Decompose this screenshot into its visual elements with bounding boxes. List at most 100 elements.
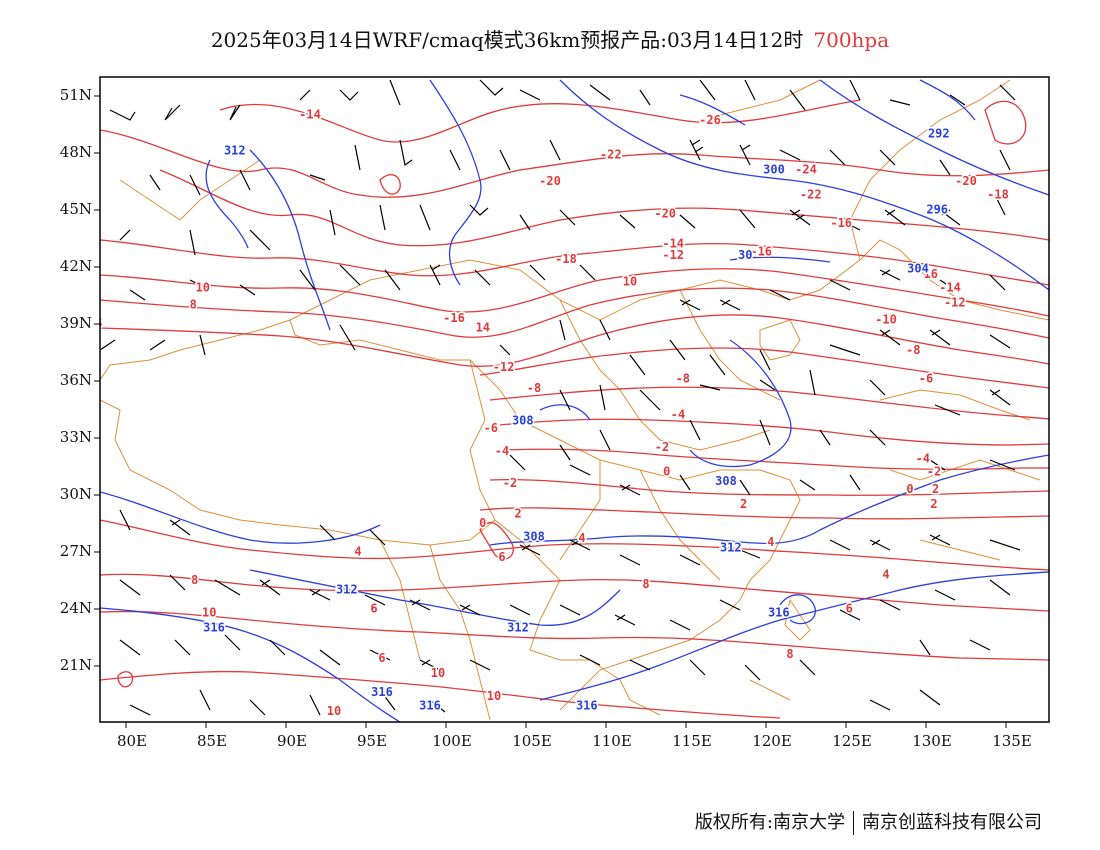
- lon-tick-label: 125E: [832, 732, 872, 750]
- temperature-contour-label: -14: [939, 280, 961, 294]
- temperature-contour-label: 6: [846, 602, 853, 616]
- temperature-contour-label: -18: [555, 252, 577, 266]
- geopotential-contour-label: 316: [371, 685, 393, 699]
- geopotential-contour-label: 304: [907, 261, 929, 275]
- temperature-contour-label: 10: [196, 280, 210, 294]
- temperature-contour-label: 6: [370, 602, 377, 616]
- geopotential-contour-label: 308: [512, 413, 534, 427]
- temperature-contour-label: -12: [493, 360, 515, 374]
- temperature-contour-label: -24: [795, 163, 817, 177]
- axis-tick-labels: 80E 85E 90E 95E 100E 105E 110E 115E 120E 125E 130E…: [60, 86, 1032, 750]
- temperature-contour-label: -12: [944, 296, 966, 310]
- temperature-contour-label: 8: [191, 573, 198, 587]
- lon-tick-label: 120E: [752, 732, 792, 750]
- temperature-contour-label: 2: [740, 497, 747, 511]
- geopotential-contour-label: 308: [715, 474, 737, 488]
- geopotential-contour-label: 316: [203, 621, 225, 635]
- geopotential-label-layer: 312 292 300 296 30 304 308 308 308 312 312 316 312 31…: [202, 125, 951, 714]
- temperature-contour-label: -16: [443, 311, 465, 325]
- temperature-contour-label: -8: [527, 381, 541, 395]
- lon-tick-label: 85E: [197, 732, 227, 750]
- lon-tick-label: 80E: [117, 732, 147, 750]
- temperature-contour-label: -22: [600, 147, 622, 161]
- temperature-contour-label: 4: [354, 545, 361, 559]
- lon-tick-label: 105E: [512, 732, 552, 750]
- temperature-contour-label: -4: [495, 444, 509, 458]
- lat-tick-label: 24N: [60, 599, 92, 617]
- temperature-contour-label: -2: [927, 465, 941, 479]
- temperature-contour-label: 8: [190, 298, 197, 312]
- lon-tick-label: 100E: [432, 732, 472, 750]
- temperature-contour-label: -20: [539, 174, 561, 188]
- lon-tick-label: 115E: [672, 732, 712, 750]
- temperature-contour-label: 2: [932, 482, 939, 496]
- lat-tick-label: 42N: [60, 257, 92, 275]
- temperature-contour-label: -12: [662, 248, 684, 262]
- temperature-contour-label: 2: [930, 497, 937, 511]
- lat-tick-label: 51N: [60, 86, 92, 104]
- temperature-contour-label: -2: [655, 440, 669, 454]
- temperature-contour-label: -4: [671, 408, 685, 422]
- temperature-contour-label: 2: [514, 507, 521, 521]
- geopotential-contour-label: 30: [738, 248, 752, 262]
- geopotential-contour-label: 316: [576, 698, 598, 712]
- geopotential-contour-label: 312: [224, 144, 246, 158]
- temperature-contour-label: 10: [202, 605, 216, 619]
- temperature-contour-label: 14: [476, 320, 490, 334]
- lat-tick-label: 36N: [60, 371, 92, 389]
- lon-tick-label: 95E: [357, 732, 387, 750]
- geopotential-contour-label: 316: [768, 605, 790, 619]
- title-main: 2025年03月14日WRF/cmaq模式36km预报产品:03月14日12时: [210, 28, 804, 52]
- temperature-contour-label: -20: [654, 206, 676, 220]
- axis-ticks: [94, 95, 1007, 728]
- temperature-label-layer: -14 -26-22-24-20 -20-18-22-20-16-14-12 -16-…: [95, 106, 1010, 720]
- temperature-contour-label: -8: [676, 372, 690, 386]
- lon-tick-label: 110E: [592, 732, 632, 750]
- temperature-contour-label: 10: [623, 275, 637, 289]
- temperature-contour-label: 10: [327, 704, 341, 718]
- lat-tick-label: 21N: [60, 656, 92, 674]
- lat-tick-label: 27N: [60, 542, 92, 560]
- temperature-contour-label: -4: [916, 451, 930, 465]
- temperature-contour-label: 0: [479, 516, 486, 530]
- temperature-contour-label: 8: [786, 647, 793, 661]
- temperature-contour-label: -16: [750, 244, 772, 258]
- temperature-contour-label: -8: [906, 343, 920, 357]
- lon-tick-label: 90E: [277, 732, 307, 750]
- temperature-contour-label: 10: [487, 689, 501, 703]
- temperature-contour-label: -18: [987, 187, 1009, 201]
- temperature-contour-label: -20: [955, 174, 977, 188]
- geopotential-contour-label: 316: [419, 698, 441, 712]
- temperature-contour-label: 4: [882, 567, 889, 581]
- geopotential-contours: [100, 79, 1049, 722]
- lat-tick-label: 33N: [60, 428, 92, 446]
- temperature-contour-label: 4: [578, 531, 585, 545]
- temperature-contour-label: 4: [767, 535, 774, 549]
- geopotential-contour-label: 308: [523, 529, 545, 543]
- geopotential-contour-label: 312: [507, 621, 529, 635]
- temperature-contour-label: -14: [299, 108, 321, 122]
- temperature-contour-label: 6: [378, 651, 385, 665]
- copyright-left: 版权所有:南京大学: [694, 812, 845, 833]
- plot-frame: [99, 76, 1050, 723]
- lon-tick-label: 135E: [992, 732, 1032, 750]
- lat-tick-label: 30N: [60, 485, 92, 503]
- temperature-contour-label: -6: [484, 421, 498, 435]
- lon-tick-label: 130E: [912, 732, 952, 750]
- temperature-contour-label: 6: [498, 550, 505, 564]
- temperature-contour-label: -6: [919, 372, 933, 386]
- title-level: 700hpa: [813, 28, 890, 52]
- temperature-contour-label: -2: [503, 476, 517, 490]
- temperature-contour-label: -10: [875, 313, 897, 327]
- temperature-contour-label: 0: [906, 482, 913, 496]
- temperature-contour-label: 0: [663, 465, 670, 479]
- wind-barbs: [100, 79, 1021, 716]
- temperature-contour-label: -14: [662, 237, 684, 251]
- geopotential-contour-label: 292: [928, 127, 950, 141]
- temperature-contour-label: 6: [95, 317, 102, 331]
- copyright-right: 南京创蓝科技有限公司: [862, 812, 1042, 833]
- map-title: 2025年03月14日WRF/cmaq模式36km预报产品:03月14日12时 7…: [0, 24, 1100, 53]
- copyright-divider: [853, 811, 854, 835]
- geopotential-contour-label: 300: [763, 163, 785, 177]
